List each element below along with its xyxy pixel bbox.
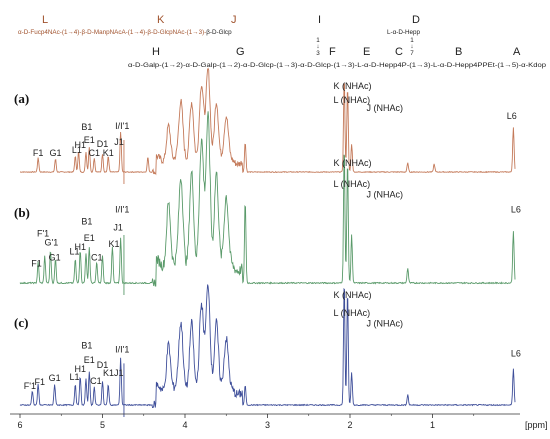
peak-label: F1 (33, 148, 44, 158)
peak-label: F'1 (37, 229, 49, 239)
residue-letter-d: D (412, 14, 420, 26)
peak-label: L6 (511, 205, 521, 215)
peak-label: L6 (511, 349, 521, 359)
peak-label: I/I'1 (115, 205, 129, 215)
structure-diagram: L K J I D α-D-Fucp4NAc-(1→4)-β-D-ManpNAc… (18, 14, 547, 69)
peak-label: K1 (103, 148, 114, 158)
peak-label: H1 (74, 364, 86, 374)
link-d-top: 1 (410, 37, 414, 44)
residue-letter-c: C (395, 46, 403, 58)
x-tick-label: 1 (430, 420, 435, 430)
peak-label: E1 (84, 233, 95, 243)
peak-label: G1 (49, 148, 61, 158)
peak-label: F'1 (24, 381, 36, 391)
peak-label: C1 (91, 253, 103, 263)
x-axis-label: [ppm] (525, 420, 548, 430)
residue-letter-b: B (455, 46, 462, 58)
peak-label: K1 (109, 239, 120, 249)
panel-label-b: (b) (14, 205, 30, 220)
x-ticks: 6 5 4 3 2 1 (17, 414, 475, 430)
peak-label: L (NHAc) (334, 308, 371, 318)
structure-line-1-chain: α-D-Fucp4NAc-(1→4)-β-D-ManpNAcA-(1→4)-β-… (18, 29, 206, 36)
residue-letter-h: H (152, 46, 160, 58)
peak-label: L1 (69, 372, 79, 382)
panel-label-c: (c) (14, 315, 28, 330)
peak-label: K (NHAc) (334, 290, 372, 300)
link-i-arrow: ↓ (316, 43, 319, 50)
residue-letter-f: F (329, 46, 336, 58)
x-tick-label: 6 (17, 420, 22, 430)
peak-label: E1 (84, 135, 95, 145)
peak-label: K1J1 (103, 368, 124, 378)
peak-label: L1 (72, 145, 82, 155)
peak-label: H1 (74, 140, 86, 150)
peak-label: C1 (90, 376, 102, 386)
peak-label: L (NHAc) (334, 95, 371, 105)
peak-label: H1 (74, 242, 86, 252)
structure-line-2: α-D-Galp-(1→2)-α-D-Galp-(1→2)-α-D-Glcp-(… (128, 62, 547, 69)
peak-label: K (NHAc) (334, 158, 372, 168)
residue-letter-l: L (42, 14, 48, 26)
peak-label: C1 (88, 148, 100, 158)
x-tick-label: 3 (265, 420, 270, 430)
structure-line-1-glc: β-D-Glcp (206, 29, 232, 36)
peak-label: J (NHAc) (367, 103, 404, 113)
link-i-top: 1 (316, 37, 320, 44)
peak-label: J (NHAc) (367, 190, 404, 200)
peak-label: K (NHAc) (334, 81, 372, 91)
link-d-bottom: 7 (410, 50, 414, 57)
peak-label: E1 (84, 355, 95, 365)
residue-letter-g: G (236, 46, 245, 58)
peak-label: L (NHAc) (334, 179, 371, 189)
link-d-arrow: ↓ (410, 43, 413, 50)
peak-label: B1 (81, 217, 92, 227)
peak-label: L6 (507, 111, 517, 121)
residue-letter-i: I (318, 14, 321, 26)
link-i-bottom: 3 (316, 50, 320, 57)
peak-label: F1 (31, 259, 42, 269)
peak-label: J1 (114, 137, 124, 147)
peak-label: F1 (35, 377, 46, 387)
spectrum-line-2 (19, 111, 516, 287)
peak-label: J (NHAc) (367, 319, 404, 329)
peak-label: J1 (113, 223, 123, 233)
peak-label: G'1 (44, 238, 58, 248)
peak-label: B1 (81, 122, 92, 132)
residue-letter-k: K (157, 14, 165, 26)
peak-label: B1 (81, 341, 92, 351)
residue-letter-j: J (231, 14, 237, 26)
x-tick-label: 2 (347, 420, 352, 430)
structure-line-1-hepp: L-α-D-Hepp (387, 29, 421, 36)
x-axis: 6 5 4 3 2 1 [ppm] (10, 413, 548, 430)
spectrum-line-3 (19, 284, 516, 409)
peak-label: D1 (97, 139, 109, 149)
spectrum-line-1 (20, 67, 516, 176)
x-tick-label: 5 (100, 420, 105, 430)
residue-letter-a: A (513, 46, 521, 58)
peak-label: I/I'1 (115, 345, 129, 355)
peak-label: L1 (69, 247, 79, 257)
structure-line-1: α-D-Fucp4NAc-(1→4)-β-D-ManpNAcA-(1→4)-β-… (18, 29, 232, 36)
peak-label: D1 (97, 360, 109, 370)
panel-label-a: (a) (14, 91, 29, 106)
peak-label: G1 (49, 373, 61, 383)
x-tick-label: 4 (182, 420, 187, 430)
residue-letter-e: E (363, 46, 370, 58)
peak-label: I/I'1 (115, 121, 129, 131)
peak-label: G1 (49, 253, 61, 263)
